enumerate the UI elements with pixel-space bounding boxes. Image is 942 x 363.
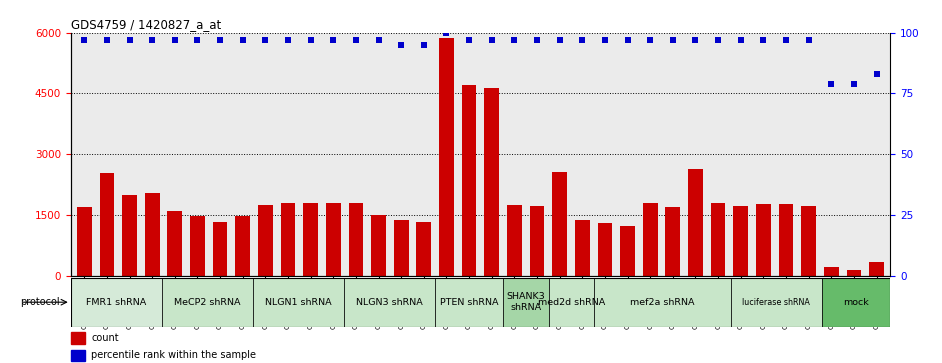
Text: PTEN shRNA: PTEN shRNA xyxy=(440,298,498,307)
Bar xyxy=(597,223,612,276)
Text: percentile rank within the sample: percentile rank within the sample xyxy=(91,350,256,360)
Bar xyxy=(594,278,731,327)
Bar xyxy=(779,204,793,276)
Point xyxy=(665,37,680,43)
Point xyxy=(597,37,612,43)
Point xyxy=(869,71,885,77)
Bar xyxy=(168,211,182,276)
Text: mef2a shRNA: mef2a shRNA xyxy=(630,298,695,307)
Point xyxy=(99,37,114,43)
Bar xyxy=(71,332,86,344)
Bar xyxy=(462,85,477,276)
Bar xyxy=(344,278,435,327)
Bar xyxy=(122,195,137,276)
Point xyxy=(213,37,228,43)
Bar xyxy=(503,278,548,327)
Point xyxy=(462,37,477,43)
Point xyxy=(394,42,409,48)
Point xyxy=(326,37,341,43)
Text: SHANK3
shRNA: SHANK3 shRNA xyxy=(507,293,545,312)
Bar xyxy=(349,203,364,276)
Point xyxy=(122,37,137,43)
Point xyxy=(688,37,703,43)
Bar xyxy=(484,88,499,276)
Point xyxy=(801,37,816,43)
Point xyxy=(258,37,273,43)
Bar xyxy=(731,278,821,327)
Bar xyxy=(756,204,771,276)
Bar xyxy=(71,350,86,361)
Bar xyxy=(802,206,816,276)
Bar xyxy=(213,223,227,276)
Point xyxy=(642,37,658,43)
Bar xyxy=(252,278,344,327)
Bar xyxy=(711,203,725,276)
Bar xyxy=(821,278,890,327)
Text: MeCP2 shRNA: MeCP2 shRNA xyxy=(174,298,240,307)
Bar xyxy=(689,169,703,276)
Bar xyxy=(190,216,204,276)
Bar xyxy=(642,203,658,276)
Bar xyxy=(869,262,884,276)
Text: mock: mock xyxy=(843,298,869,307)
Bar xyxy=(145,193,159,276)
Bar xyxy=(371,215,386,276)
Bar xyxy=(281,203,296,276)
Point xyxy=(190,37,205,43)
Bar xyxy=(507,205,522,276)
Bar xyxy=(824,266,838,276)
Bar xyxy=(734,206,748,276)
Text: protocol: protocol xyxy=(20,297,59,307)
Point xyxy=(847,81,862,87)
Bar xyxy=(236,216,250,276)
Bar xyxy=(548,278,594,327)
Bar xyxy=(100,172,114,276)
Point xyxy=(168,37,183,43)
Point xyxy=(236,37,251,43)
Point xyxy=(303,37,318,43)
Bar xyxy=(665,207,680,276)
Point xyxy=(349,37,364,43)
Bar xyxy=(435,278,503,327)
Bar xyxy=(394,220,409,276)
Point xyxy=(145,37,160,43)
Point xyxy=(371,37,386,43)
Point xyxy=(529,37,544,43)
Bar xyxy=(77,207,91,276)
Text: NLGN1 shRNA: NLGN1 shRNA xyxy=(265,298,332,307)
Point xyxy=(484,37,499,43)
Text: count: count xyxy=(91,333,119,343)
Point xyxy=(824,81,839,87)
Point xyxy=(755,37,771,43)
Bar xyxy=(162,278,252,327)
Bar xyxy=(326,203,341,276)
Point xyxy=(620,37,635,43)
Bar xyxy=(847,270,861,276)
Point xyxy=(778,37,793,43)
Text: NLGN3 shRNA: NLGN3 shRNA xyxy=(356,298,423,307)
Bar xyxy=(439,38,454,276)
Point xyxy=(710,37,725,43)
Text: FMR1 shRNA: FMR1 shRNA xyxy=(86,298,146,307)
Point xyxy=(439,30,454,36)
Point xyxy=(507,37,522,43)
Text: GDS4759 / 1420827_a_at: GDS4759 / 1420827_a_at xyxy=(71,19,221,32)
Bar xyxy=(303,203,318,276)
Bar xyxy=(552,172,567,276)
Bar xyxy=(575,220,590,276)
Bar xyxy=(258,205,272,276)
Bar xyxy=(416,222,431,276)
Text: med2d shRNA: med2d shRNA xyxy=(538,298,605,307)
Point xyxy=(281,37,296,43)
Bar xyxy=(71,278,162,327)
Bar xyxy=(620,227,635,276)
Point xyxy=(733,37,748,43)
Point xyxy=(575,37,590,43)
Point xyxy=(552,37,567,43)
Bar xyxy=(529,206,544,276)
Text: luciferase shRNA: luciferase shRNA xyxy=(742,298,810,307)
Point xyxy=(416,42,431,48)
Point xyxy=(76,37,91,43)
